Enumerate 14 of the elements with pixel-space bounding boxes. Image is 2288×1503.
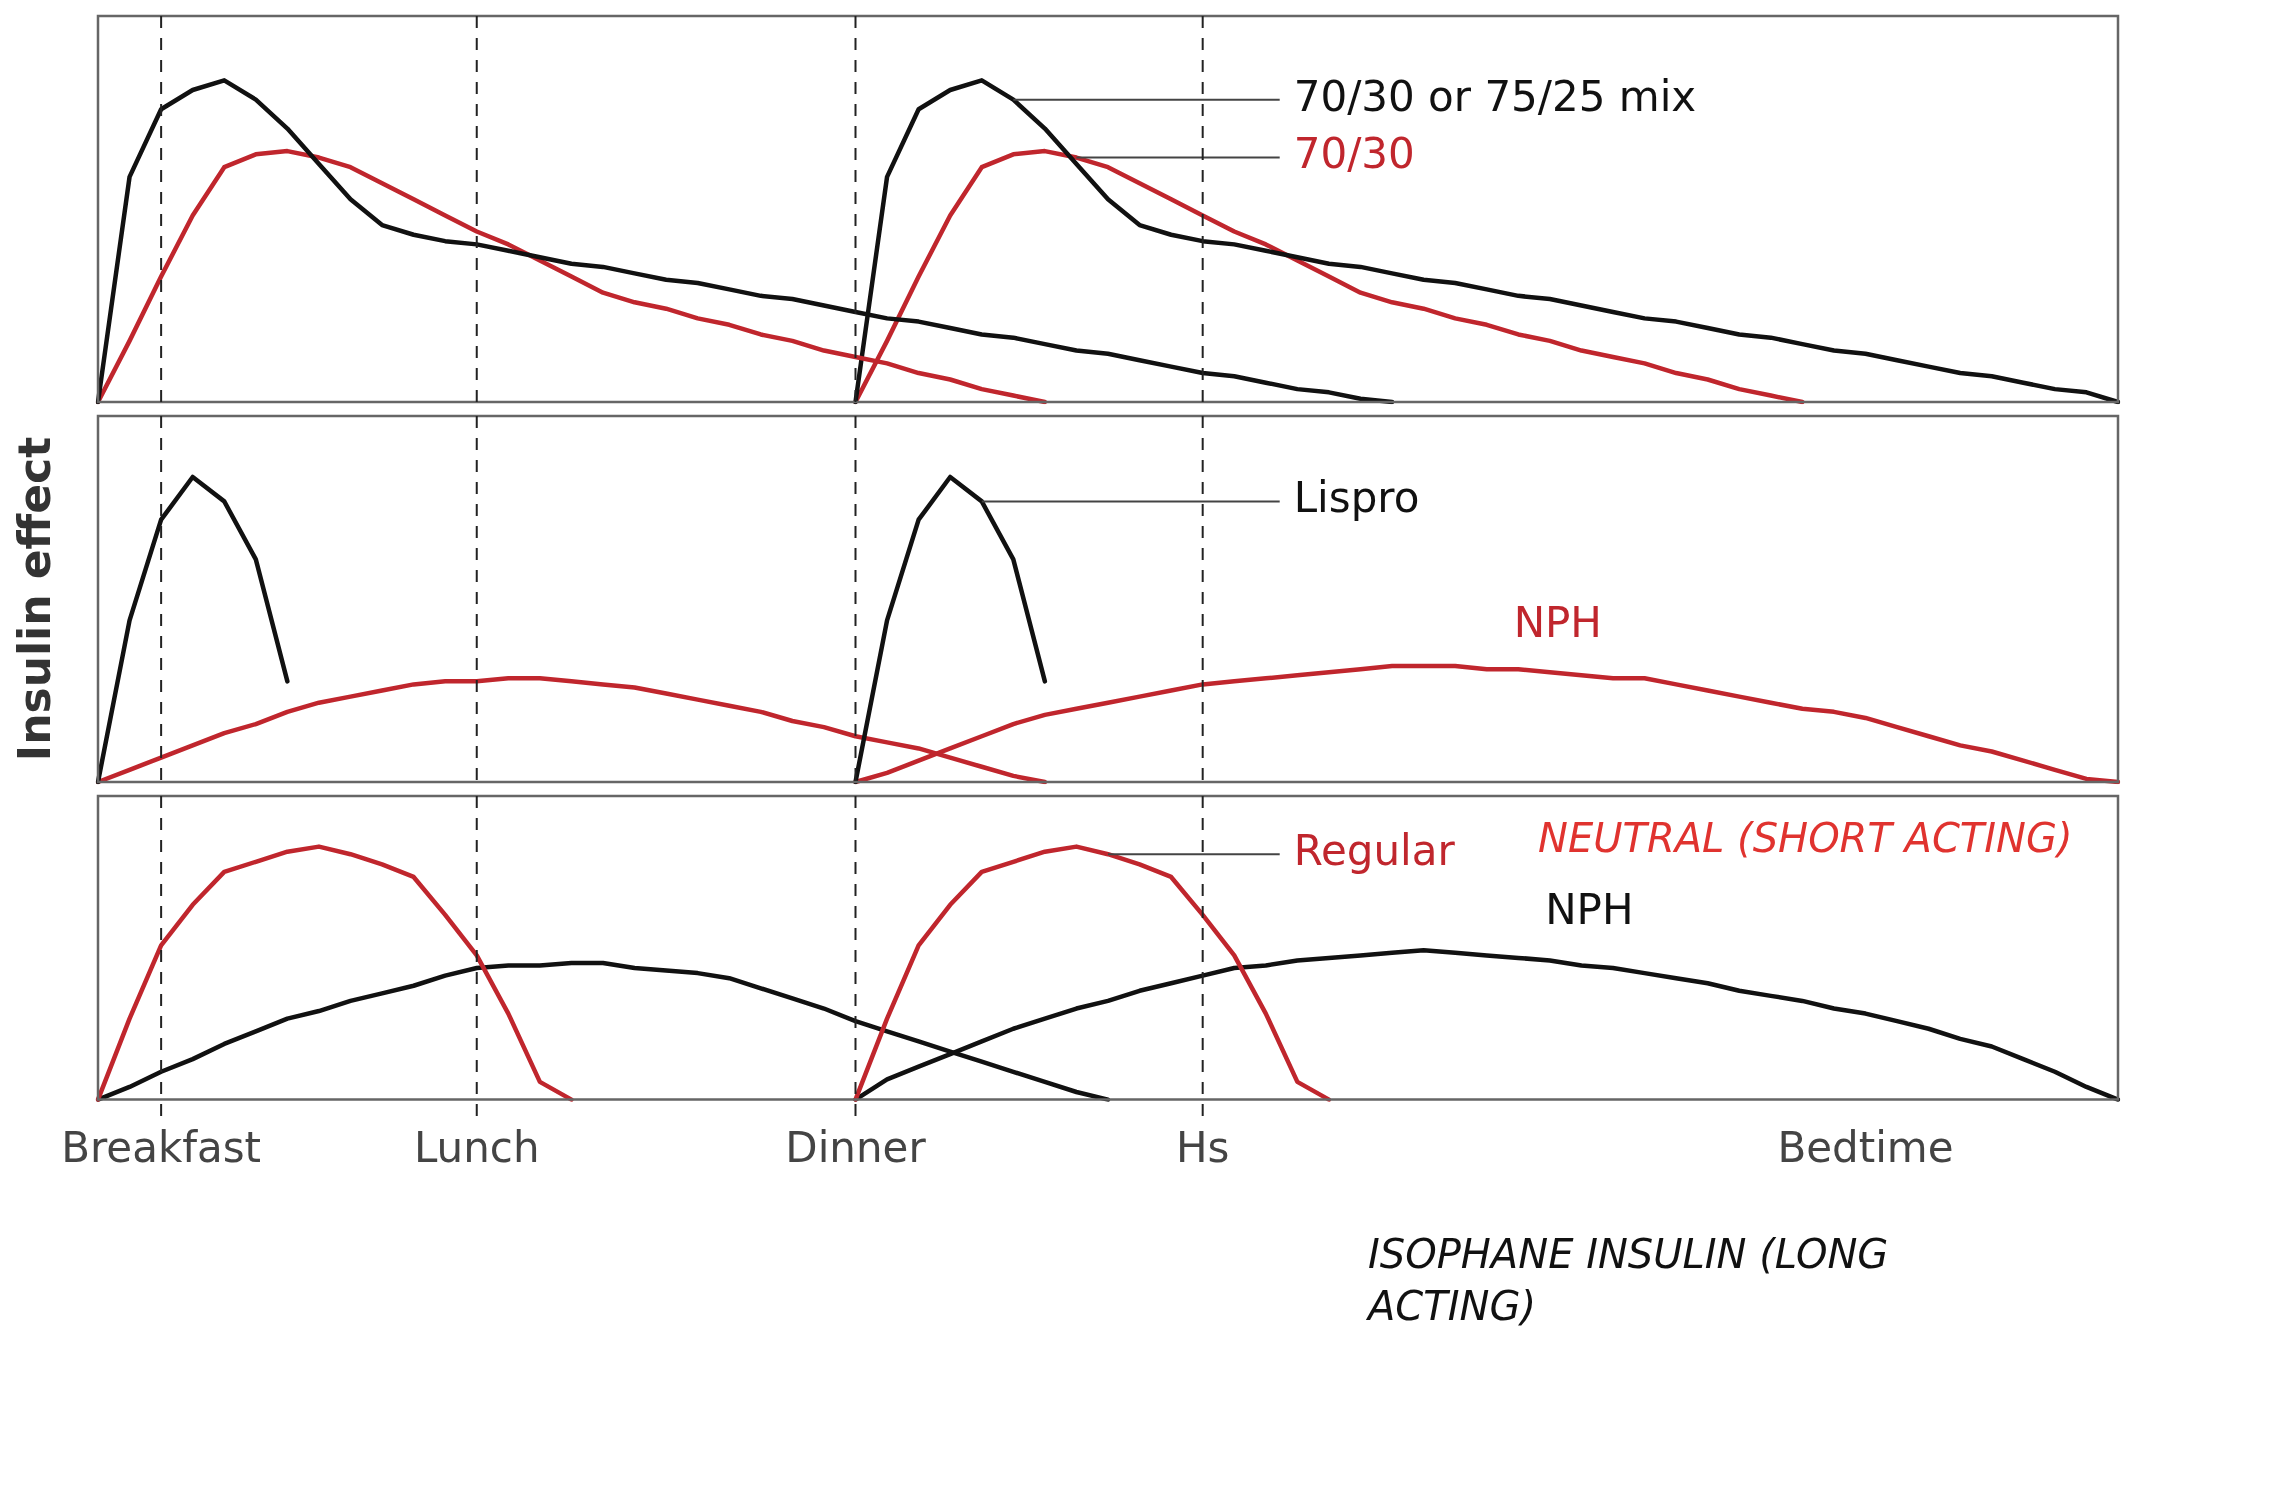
text: Lispro — [1293, 473, 1420, 523]
text: 70/30 or 75/25 mix — [1293, 71, 1697, 121]
series-label: 70/30 — [1293, 129, 1415, 179]
text: ISOPHANE INSULIN (LONG ACTING) — [1368, 1230, 1890, 1331]
y-axis-title: Insulin effect — [8, 436, 60, 762]
annotation: NEUTRAL (SHORT ACTING) — [1538, 814, 2074, 863]
series-label: NPH — [1513, 598, 1602, 648]
x-tick-label: Breakfast — [61, 1122, 262, 1172]
x-tick-label: Hs — [1175, 1122, 1230, 1172]
text: Regular — [1293, 826, 1456, 876]
x-tick-label: Bedtime — [1777, 1122, 1954, 1172]
x-tick-label: Dinner — [785, 1122, 927, 1172]
x-tick-label: Lunch — [413, 1122, 540, 1172]
series-label: NPH — [1545, 884, 1634, 934]
